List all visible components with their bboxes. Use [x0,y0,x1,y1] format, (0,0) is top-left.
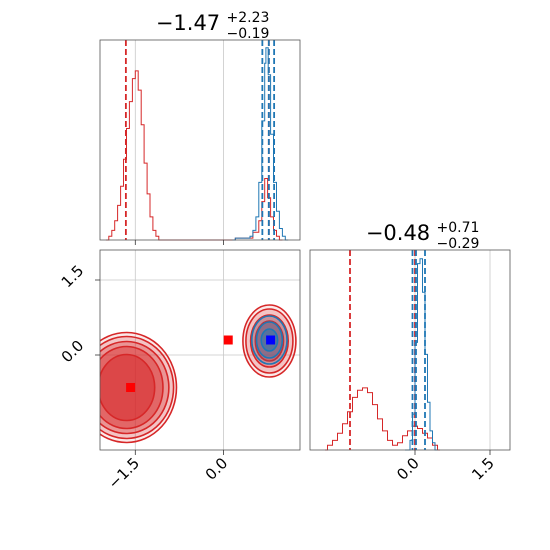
marker-0-1 [223,335,233,345]
x-tick-label-0: 0.0 [393,454,423,484]
panel-title-minus: −0.19 [227,26,270,42]
y-tick-label-0: 0.0 [58,337,88,367]
y-tick-label-1: 1.5 [58,262,88,292]
panel-title-plus: +0.71 [437,220,480,236]
panel-title-value: −1.47 [156,11,220,35]
joint-plot-area [100,250,300,450]
axes-frame [99,249,301,451]
contour-0-0-0 [100,331,178,444]
histogram-series-0 [105,70,283,241]
histogram-series-1 [405,258,438,451]
axes-frame [309,249,511,451]
panel-title-value: −0.48 [366,221,430,245]
marker-1-0 [266,335,276,345]
x-tick-label-1: 0.0 [202,454,232,484]
axes-frame [99,39,301,241]
x-tick-label-0: −1.5 [105,454,143,492]
marginal-histogram-param-1: −1.47 +2.23−0.19 [99,10,301,245]
marginal-histogram-param-2: 0.0 1.5 −0.48 +0.71−0.29 [309,220,511,484]
marker-0-0 [126,383,136,392]
panel-title-plus: +2.23 [227,10,270,26]
x-tick-label-1: 1.5 [468,454,498,484]
joint-contour-panel: −1.5 0.0 0.0 1.5 [58,249,301,493]
panel-title-minus: −0.29 [437,236,480,252]
histogram-series-0 [325,387,440,451]
histogram-series-1 [232,47,289,241]
